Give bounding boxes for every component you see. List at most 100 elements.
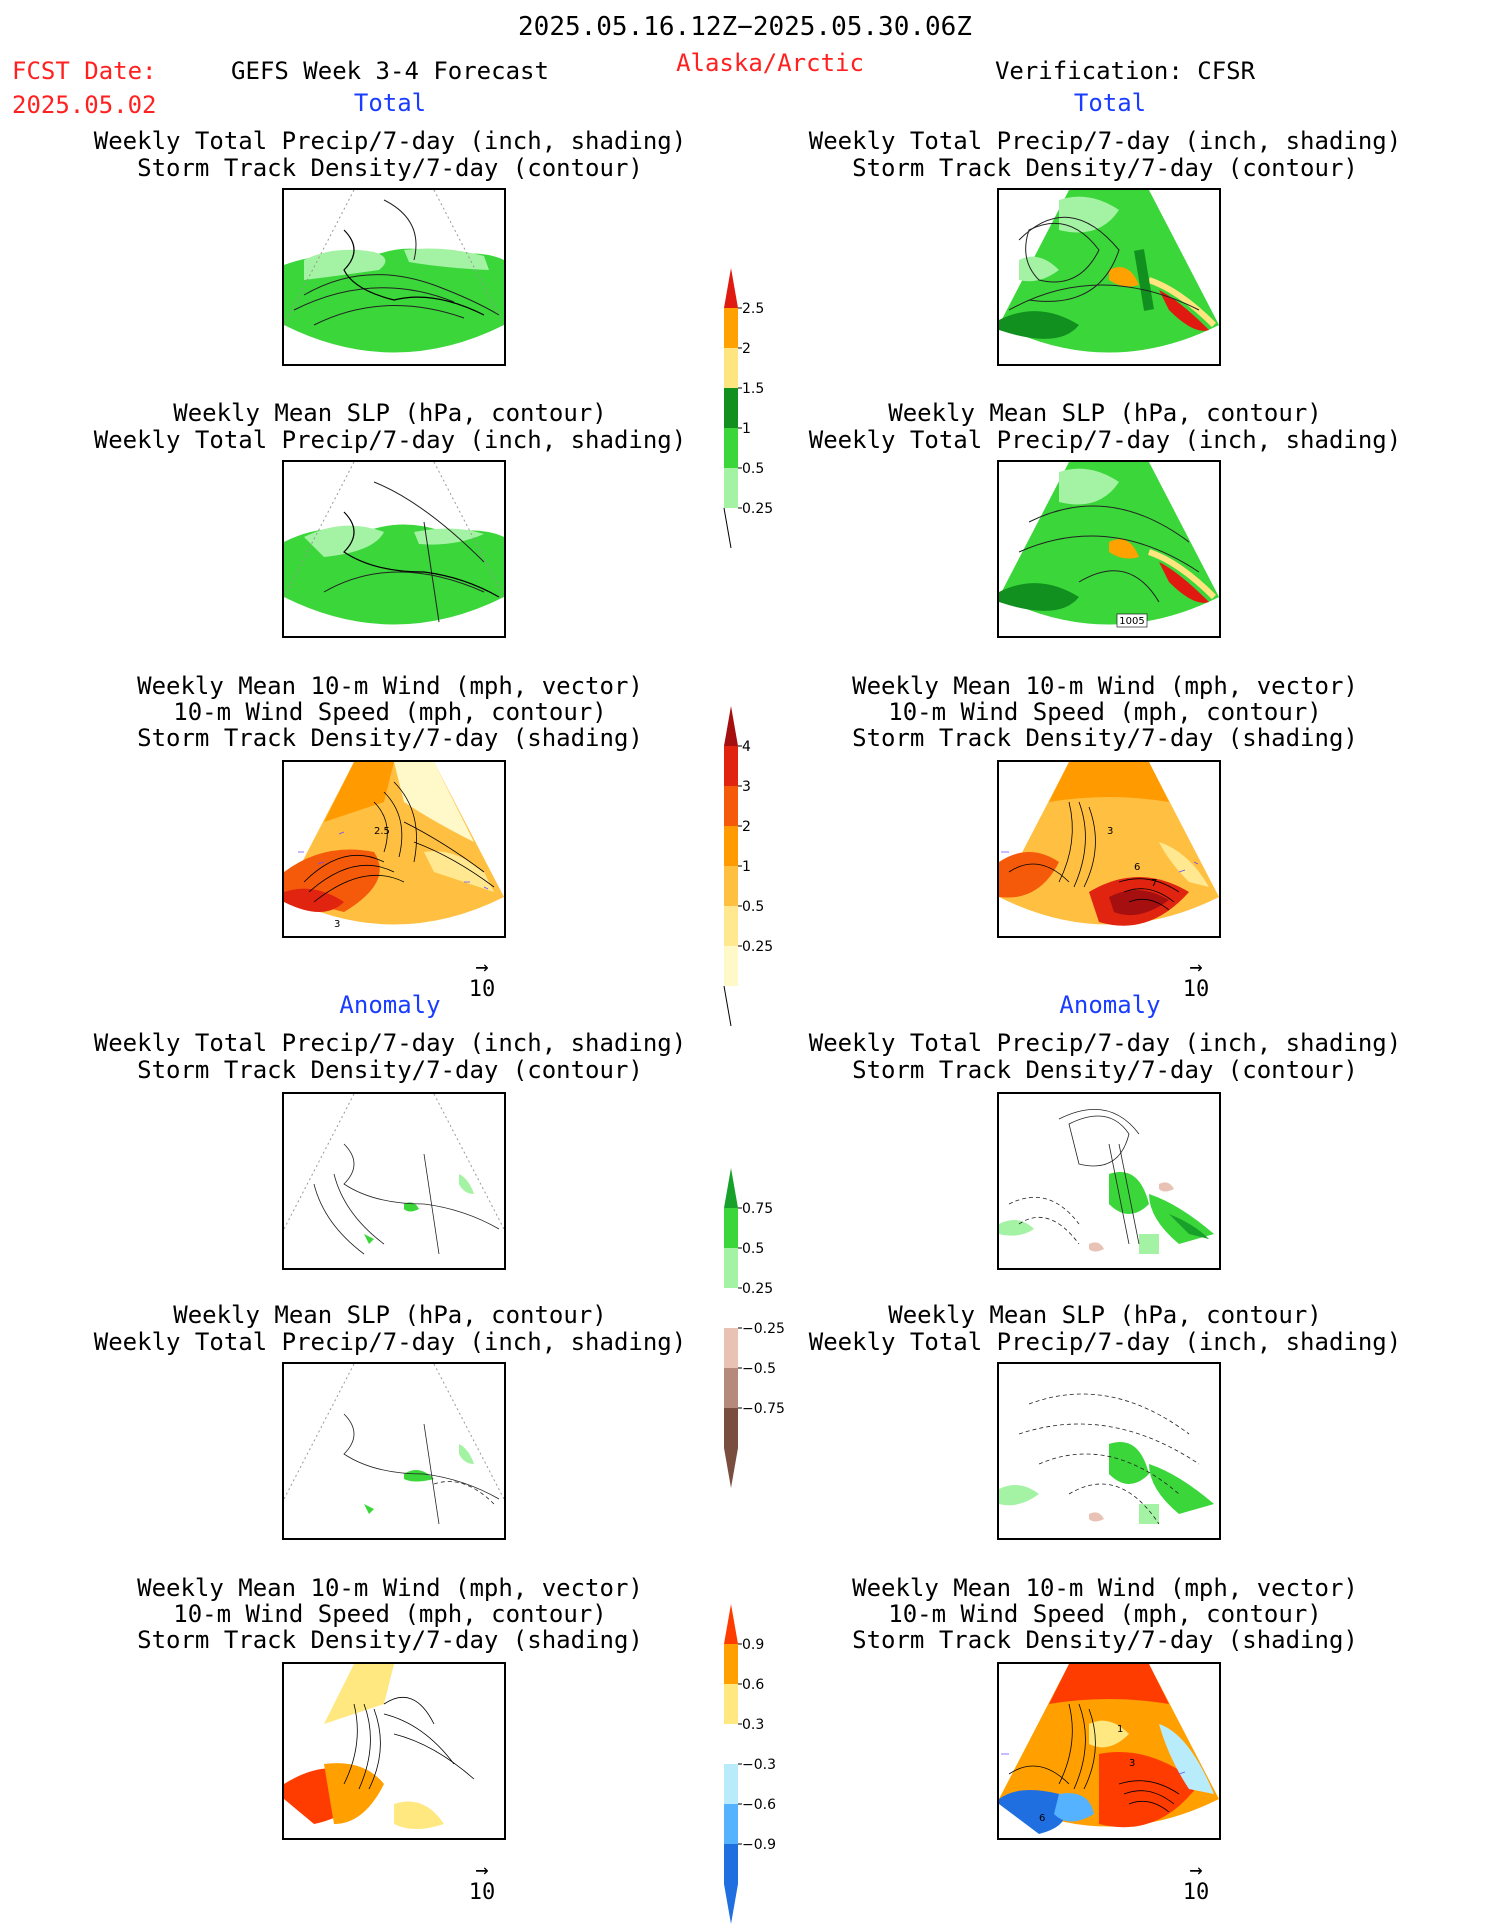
colorbar-segment: [724, 1884, 738, 1924]
panel-title: Storm Track Density/7-day (contour): [852, 154, 1358, 182]
map-panel-precip-storm-verif: [997, 188, 1221, 366]
panel-title: Storm Track Density/7-day (contour): [137, 154, 643, 182]
colorbar-label: −0.3: [742, 1757, 776, 1773]
wind-vector-reference: → 10: [468, 1858, 496, 1905]
colorbar-label: 0.5: [742, 461, 764, 477]
colorbar-segment: [724, 706, 738, 746]
colorbar-segment: [724, 946, 738, 986]
section-total-left: Total: [353, 89, 427, 117]
colorbar-precip-total: 2.5 2 1.5 1 0.5 0.25: [720, 268, 800, 562]
panel-title: 10-m Wind Speed (mph, contour): [888, 698, 1322, 726]
colorbar-label: 1.5: [742, 381, 764, 397]
contour-label: 3: [334, 919, 340, 930]
colorbar-segment: [724, 468, 738, 508]
panel-title: Storm Track Density/7-day (shading): [852, 724, 1358, 752]
contour-label: 2.5: [374, 826, 390, 837]
colorbar-label: 2.5: [742, 301, 764, 317]
wind-vector-reference: → 10: [468, 955, 496, 1002]
colorbar-segment: [724, 826, 738, 866]
colorbar-label: 0.3: [742, 1717, 764, 1733]
colorbar-tail: [723, 985, 732, 1027]
colorbar-label: 2: [742, 341, 751, 357]
colorbar-label: −0.5: [742, 1361, 776, 1377]
colorbar-segment: [724, 428, 738, 468]
colorbar-label: 3: [742, 779, 751, 795]
colorbar-segment: [724, 1368, 738, 1408]
section-anomaly-left: Anomaly: [339, 991, 441, 1019]
colorbar-storm-anom: 0.9 0.6 0.3 −0.3 −0.6 −0.9: [720, 1604, 800, 1924]
contour-label: 1005: [1119, 616, 1144, 627]
map-panel-wind-storm-total: 2.5 3: [282, 760, 506, 938]
panel-title: Weekly Total Precip/7-day (inch, shading…: [808, 127, 1402, 155]
colorbar-segment: [724, 1644, 738, 1684]
colorbar-label: −0.6: [742, 1797, 776, 1813]
colorbar-label: 2: [742, 819, 751, 835]
colorbar-segment: [724, 1168, 738, 1208]
colorbar-segment: [724, 1208, 738, 1248]
contour-label: 6: [1134, 862, 1140, 873]
region-title: Alaska/Arctic: [676, 49, 864, 77]
colorbar-label: 0.25: [742, 1281, 773, 1297]
panel-title: Weekly Mean SLP (hPa, contour): [888, 399, 1322, 427]
contour-label: 7: [1151, 878, 1157, 889]
map-panel-slp-precip-anom-verif: [997, 1362, 1221, 1540]
wind-vector-reference: → 10: [1182, 955, 1210, 1002]
colorbar-label: 4: [742, 739, 751, 755]
colorbar-segment: [724, 866, 738, 906]
model-title: GEFS Week 3-4 Forecast: [231, 57, 549, 85]
colorbar-label: 0.6: [742, 1677, 764, 1693]
panel-title: Weekly Total Precip/7-day (inch, shading…: [93, 127, 687, 155]
section-anomaly-right: Anomaly: [1059, 991, 1161, 1019]
panel-title: Weekly Mean SLP (hPa, contour): [173, 1301, 607, 1329]
panel-title: Storm Track Density/7-day (contour): [852, 1056, 1358, 1084]
colorbar-segment: [724, 348, 738, 388]
colorbar-segment: [724, 1844, 738, 1884]
colorbar-segment: [724, 308, 738, 348]
panel-title: Weekly Mean 10-m Wind (mph, vector): [137, 1574, 643, 1602]
map-panel-precip-storm-anom: [282, 1092, 506, 1270]
colorbar-label: 0.9: [742, 1637, 764, 1653]
map-panel-slp-precip-total: [282, 460, 506, 638]
colorbar-label: −0.9: [742, 1837, 776, 1853]
panel-title: Weekly Total Precip/7-day (inch, shading…: [93, 426, 687, 454]
colorbar-segment: [724, 1604, 738, 1644]
colorbar-segment: [724, 1804, 738, 1844]
panel-title: 10-m Wind Speed (mph, contour): [173, 698, 607, 726]
colorbar-label: 1: [742, 859, 751, 875]
map-panel-precip-storm-anom-verif: [997, 1092, 1221, 1270]
contour-label: 3: [1107, 826, 1113, 837]
colorbar-segment: [724, 1764, 738, 1804]
map-panel-slp-precip-anom: [282, 1362, 506, 1540]
colorbar-segment: [724, 1448, 738, 1488]
panel-title: 10-m Wind Speed (mph, contour): [173, 1600, 607, 1628]
colorbar-segment: [724, 388, 738, 428]
panel-title: Weekly Total Precip/7-day (inch, shading…: [808, 426, 1402, 454]
colorbar-precip-anom: 0.75 0.5 0.25 −0.25 −0.5 −0.75: [720, 1168, 800, 1488]
panel-title: Weekly Total Precip/7-day (inch, shading…: [808, 1029, 1402, 1057]
panel-title: Weekly Total Precip/7-day (inch, shading…: [93, 1029, 687, 1057]
colorbar-storm-total: 4 3 2 1 0.5 0.25: [720, 706, 800, 1027]
panel-title: Storm Track Density/7-day (contour): [137, 1056, 643, 1084]
panel-title: Weekly Total Precip/7-day (inch, shading…: [808, 1328, 1402, 1356]
panel-title: Weekly Mean SLP (hPa, contour): [888, 1301, 1322, 1329]
panel-title: Weekly Mean SLP (hPa, contour): [173, 399, 607, 427]
fcst-date-label: FCST Date:: [12, 57, 157, 85]
map-panel-wind-storm-verif: 3 6 7: [997, 760, 1221, 938]
colorbar-label: 0.5: [742, 899, 764, 915]
colorbar-segment: [724, 1288, 738, 1328]
contour-label: 1: [1117, 1724, 1123, 1735]
panel-title: Weekly Mean 10-m Wind (mph, vector): [137, 672, 643, 700]
colorbar-tail: [723, 507, 732, 549]
colorbar-segment: [724, 786, 738, 826]
period-title: 2025.05.16.12Z−2025.05.30.06Z: [518, 12, 972, 42]
panel-title: Storm Track Density/7-day (shading): [852, 1626, 1358, 1654]
colorbar-segment: [724, 1724, 738, 1764]
colorbar-segment: [724, 1408, 738, 1448]
panel-title: Weekly Mean 10-m Wind (mph, vector): [852, 1574, 1358, 1602]
map-panel-wind-storm-anom-verif: 6 1 3: [997, 1662, 1221, 1840]
colorbar-label: 1: [742, 421, 751, 437]
wind-vector-reference: → 10: [1182, 1858, 1210, 1905]
panel-title: Storm Track Density/7-day (shading): [137, 1626, 643, 1654]
colorbar-segment: [724, 268, 738, 308]
colorbar-label: 0.75: [742, 1201, 773, 1217]
